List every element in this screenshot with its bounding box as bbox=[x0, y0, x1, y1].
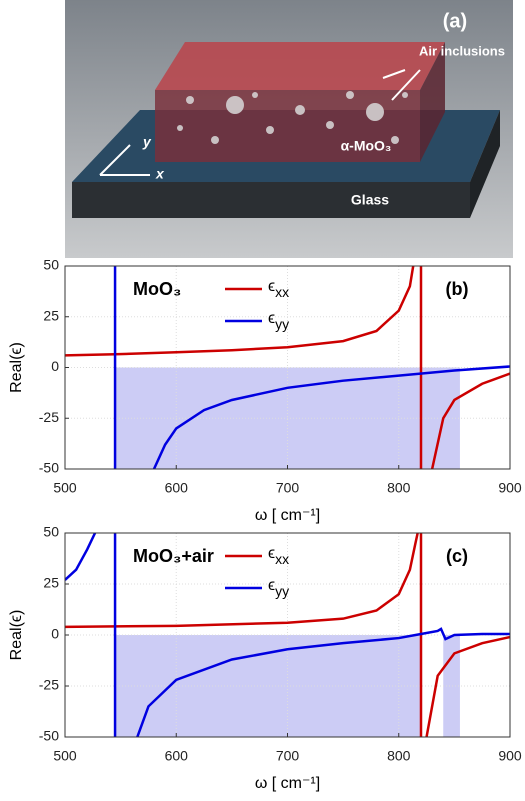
x-tick-label: 600 bbox=[165, 748, 189, 764]
panel-label: (c) bbox=[446, 546, 468, 566]
axis-name: y bbox=[142, 134, 152, 150]
y-tick-label: 25 bbox=[43, 575, 59, 591]
y-tick-label: -25 bbox=[39, 677, 59, 693]
annotation: Glass bbox=[351, 192, 389, 208]
x-tick-label: 800 bbox=[387, 480, 411, 496]
x-tick-label: 700 bbox=[276, 748, 300, 764]
y-tick-label: -25 bbox=[39, 409, 59, 425]
x-axis-label: ω [ cm⁻¹] bbox=[255, 507, 320, 524]
x-tick-label: 900 bbox=[498, 748, 522, 764]
y-tick-label: -50 bbox=[39, 728, 59, 744]
figure: (a) Air inclusions α-MoO₃ Glass y x 5006… bbox=[0, 0, 525, 796]
y-tick-label: 50 bbox=[43, 257, 59, 273]
y-tick-label: 50 bbox=[43, 524, 59, 540]
y-tick-label: 25 bbox=[43, 307, 59, 323]
x-tick-label: 500 bbox=[53, 748, 77, 764]
y-tick-label: 0 bbox=[51, 626, 59, 642]
annotation: Air inclusions bbox=[419, 43, 505, 58]
shaded-region bbox=[443, 635, 460, 737]
film-top bbox=[155, 42, 445, 90]
panel-label: (a) bbox=[443, 10, 467, 32]
glass-side bbox=[72, 182, 470, 218]
y-tick-label: -50 bbox=[39, 460, 59, 476]
y-axis-label: Real(ϵ) bbox=[8, 342, 25, 393]
x-axis-label: ω [ cm⁻¹] bbox=[255, 775, 320, 792]
shaded-region bbox=[115, 635, 421, 737]
x-tick-label: 600 bbox=[165, 480, 189, 496]
panel-a: (a) Air inclusions α-MoO₃ Glass y x bbox=[65, 0, 513, 258]
annotation: α-MoO₃ bbox=[341, 138, 392, 154]
chart-title: MoO₃ bbox=[133, 279, 181, 299]
x-tick-label: 700 bbox=[276, 480, 300, 496]
panel-label: (b) bbox=[446, 279, 469, 299]
y-tick-label: 0 bbox=[51, 358, 59, 374]
x-tick-label: 900 bbox=[498, 480, 522, 496]
x-tick-label: 800 bbox=[387, 748, 411, 764]
x-tick-label: 500 bbox=[53, 480, 77, 496]
axis-name: x bbox=[155, 166, 165, 182]
y-axis-label: Real(ϵ) bbox=[8, 610, 25, 661]
chart-title: MoO₃+air bbox=[133, 546, 214, 566]
